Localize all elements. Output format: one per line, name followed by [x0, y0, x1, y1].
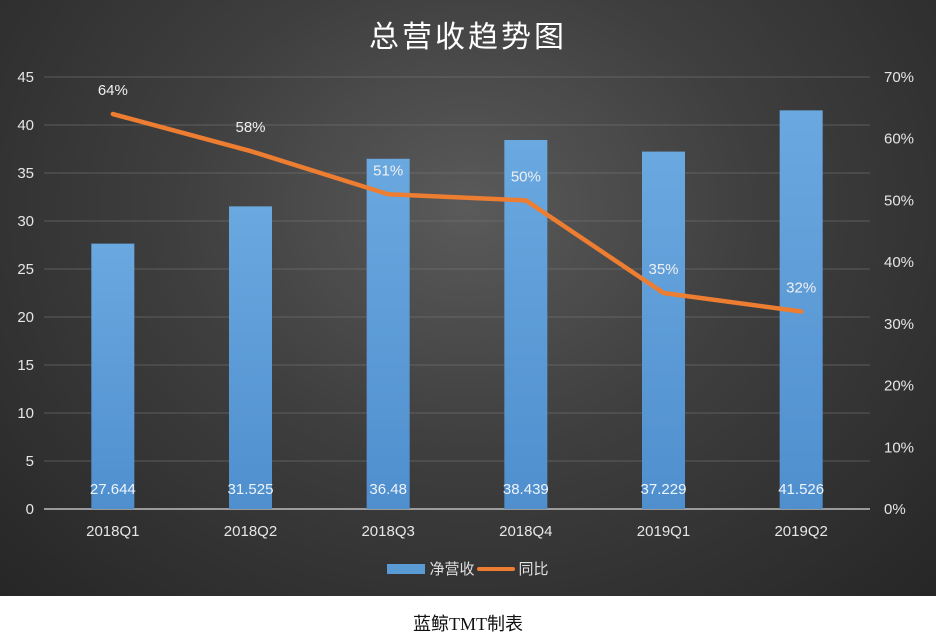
y-right-tick-label: 50%	[884, 192, 914, 209]
x-tick-label: 2018Q3	[361, 523, 414, 540]
legend-swatch-bar	[387, 563, 426, 574]
y-right-tick-label: 60%	[884, 131, 914, 148]
y-left-tick-label: 10	[17, 405, 34, 422]
line-data-label: 58%	[235, 119, 265, 136]
chart-panel: 0 5 10 15 20 25 30 35 40 45 0% 10% 20% 30% 40% 50% 60% 70…	[0, 0, 936, 596]
y-left-tick-label: 35	[17, 165, 34, 182]
y-right-tick-label: 10%	[884, 439, 914, 456]
line-data-label: 35%	[648, 261, 678, 278]
legend-label-bar: 净营收	[429, 560, 475, 578]
line-data-label: 32%	[786, 280, 816, 297]
chart-title: 总营收趋势图	[369, 20, 567, 55]
line-data-label: 64%	[98, 82, 128, 99]
bar-data-label: 36.48	[369, 481, 407, 498]
x-tick-label: 2018Q2	[224, 523, 277, 540]
bar-data-label: 31.525	[228, 481, 274, 498]
y-right-tick-label: 20%	[884, 378, 914, 395]
line-data-label: 51%	[373, 162, 403, 179]
credit-caption: 蓝鲸TMT制表	[413, 614, 523, 634]
legend: 净营收 同比	[0, 558, 936, 579]
legend-label-line: 同比	[518, 560, 549, 578]
bar	[642, 151, 685, 509]
bar	[91, 243, 135, 509]
y-left-tick-label: 25	[17, 261, 34, 278]
y-right-tick-label: 70%	[884, 69, 914, 86]
y-left-tick-label: 15	[17, 357, 34, 374]
y-left-tick-label: 45	[17, 69, 34, 86]
y-left-tick-label: 40	[17, 117, 34, 134]
y-left-tick-label: 30	[17, 213, 34, 230]
x-tick-label: 2018Q4	[499, 523, 552, 540]
x-tick-label: 2019Q2	[774, 523, 827, 540]
series-line-yoy	[110, 111, 804, 314]
bar	[504, 139, 548, 509]
y-left-tick-label: 20	[17, 309, 34, 326]
legend-swatch-line	[476, 566, 515, 571]
chart-plot: 0 5 10 15 20 25 30 35 40 45 0% 10% 20% 30% 40% 50% 60% 70…	[17, 69, 914, 540]
y-left-tick-label: 0	[26, 501, 34, 518]
bar-data-label: 37.229	[641, 481, 687, 498]
x-tick-label: 2018Q1	[86, 523, 139, 540]
bar-data-label: 41.526	[778, 481, 824, 498]
bar	[366, 158, 410, 510]
y-right-tick-label: 0%	[884, 501, 906, 518]
bar-data-label: 38.439	[503, 481, 549, 498]
bar	[229, 206, 272, 510]
y-right-tick-label: 30%	[884, 316, 914, 333]
x-tick-label: 2019Q1	[637, 523, 690, 540]
bar-data-label: 27.644	[90, 481, 136, 498]
y-right-tick-label: 40%	[884, 254, 914, 271]
y-left-tick-label: 5	[26, 453, 34, 470]
line-data-label: 50%	[511, 168, 541, 185]
